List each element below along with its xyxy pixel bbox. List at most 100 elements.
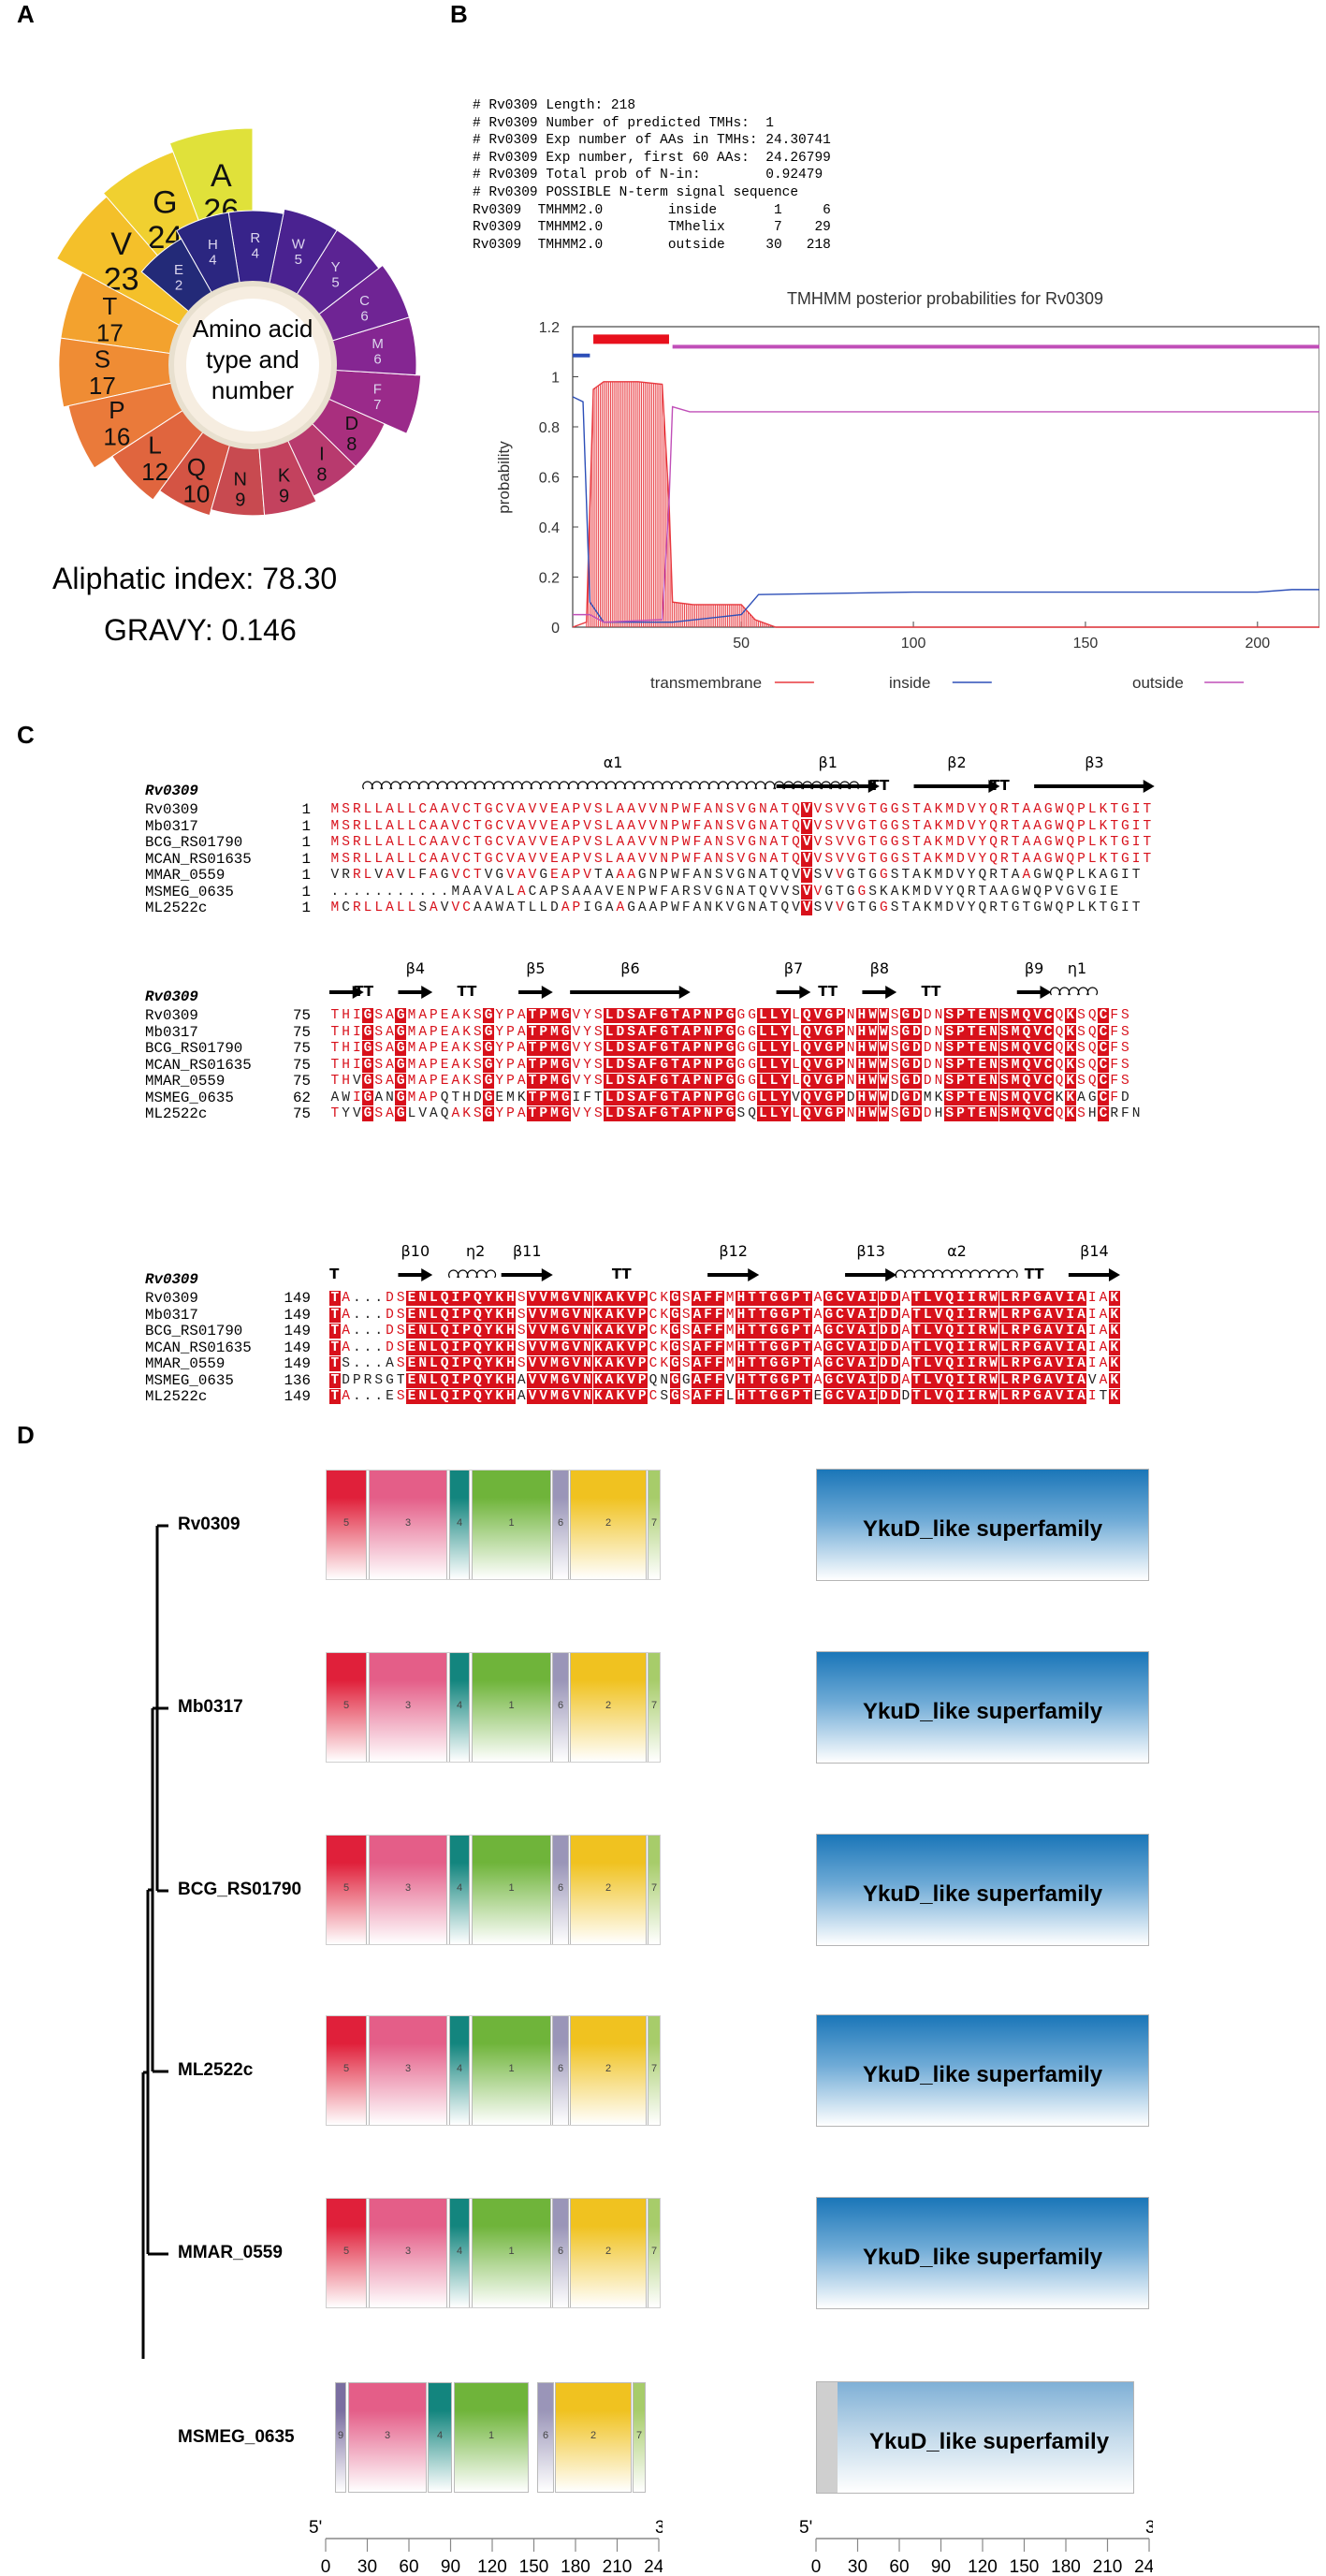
residue: A [386,851,394,867]
residue: S [824,835,834,850]
residue: A [1099,1291,1108,1306]
residue: A [692,1339,703,1355]
residue: Q [1033,884,1042,900]
residue: G [823,1324,835,1339]
residue: N [627,884,635,900]
y-tick-label: 0 [551,621,560,637]
ykud-superfamily-label: YkuD_like superfamily [868,2429,1110,2454]
residue: L [1087,851,1097,867]
residue: V [637,818,647,834]
residue: D [889,1291,900,1306]
residue: G [899,1106,911,1121]
residue: N [581,1307,593,1323]
residue: A [604,1324,615,1339]
residue: D [911,1106,923,1121]
rose-count-W: 5 [295,252,302,268]
residue: K [934,851,943,867]
residue: R [1110,1106,1119,1121]
residue: V [527,1339,538,1355]
residue: T [473,851,482,867]
residue: A [430,1106,438,1121]
residue: M [548,1324,561,1339]
residue: F [648,1106,659,1121]
residue: W [987,1339,999,1355]
motif-block-2: 2 [570,1652,647,1763]
residue: S [692,884,702,900]
residue: H [856,1057,867,1073]
rose-count-D: 8 [346,434,357,455]
residue: R [352,835,361,850]
residue: T [329,1356,341,1371]
residue: A [517,1389,526,1404]
residue: L [605,802,614,817]
residue: Q [648,1372,658,1388]
legend-label-transmembrane: transmembrane [650,674,762,692]
alignment-row-start: 75 [293,1023,311,1041]
sequence-alignment: Rv0309 α1 β1 TT β2 TT β3 Rv0309 1 M S R L L A L L C A A V C T G… [145,754,1155,1405]
residue: P [460,1389,473,1404]
residue: L [792,1008,800,1023]
residue: A [604,1339,615,1355]
residue: V [967,818,976,834]
residue: S [374,1372,384,1388]
motif-block-1: 1 [472,1470,551,1580]
residue: G [1031,1356,1043,1371]
residue: N [846,1057,855,1073]
residue: E [977,1041,988,1056]
motif-label: 6 [557,1517,564,1529]
residue: M [451,884,460,900]
residue: K [934,835,943,850]
residue: G [823,1339,835,1355]
ss-label: β9 [1025,959,1043,977]
residue: A [561,835,570,850]
residue: R [352,851,361,867]
residue: A [1042,1389,1055,1404]
residue: A [1042,1372,1055,1388]
residue: P [572,851,581,867]
residue: P [834,1106,846,1121]
residue: P [537,1090,549,1105]
residue: T [769,900,779,915]
species-label: MMAR_0559 [178,2243,283,2262]
motif-block-2: 2 [570,1835,647,1945]
residue: A [517,1008,526,1023]
residue: G [768,1324,780,1339]
residue: Q [1066,802,1075,817]
residue: G [1121,851,1129,867]
residue: Q [801,1057,813,1073]
residue: T [780,851,790,867]
residue: G [899,1008,911,1023]
residue: C [462,835,471,850]
residue: G [779,1339,791,1355]
residue: S [473,1074,482,1089]
residue: A [890,884,899,900]
residue: V [956,868,965,883]
panel-b-label: B [450,0,468,28]
chart-title: TMHMM posterior probabilities for Rv0309 [787,289,1103,308]
residue: I [867,1291,879,1306]
axis-tick-label: 180 [1051,2557,1081,2574]
rose-label-A: A [211,158,232,194]
residue: K [1108,1372,1120,1388]
residue: L [998,1389,1011,1404]
residue: S [396,1389,405,1404]
residue: V [537,1389,549,1404]
residue: T [746,1307,758,1323]
residue: Q [780,900,790,915]
residue: I [352,1090,361,1105]
residue: A [856,1389,867,1404]
residue: G [736,1024,746,1040]
residue: A [517,1041,526,1056]
residue: Q [792,802,800,817]
rose-count-Y: 5 [331,275,339,291]
residue: Q [989,802,998,817]
residue: G [868,900,877,915]
residue: V [769,884,779,900]
residue: P [1066,900,1075,915]
residue: Q [792,851,800,867]
motif-label: 4 [456,1517,463,1529]
residue: V [506,818,515,834]
residue: G [484,818,493,834]
residue: P [954,1090,967,1105]
residue: A [856,1372,867,1388]
